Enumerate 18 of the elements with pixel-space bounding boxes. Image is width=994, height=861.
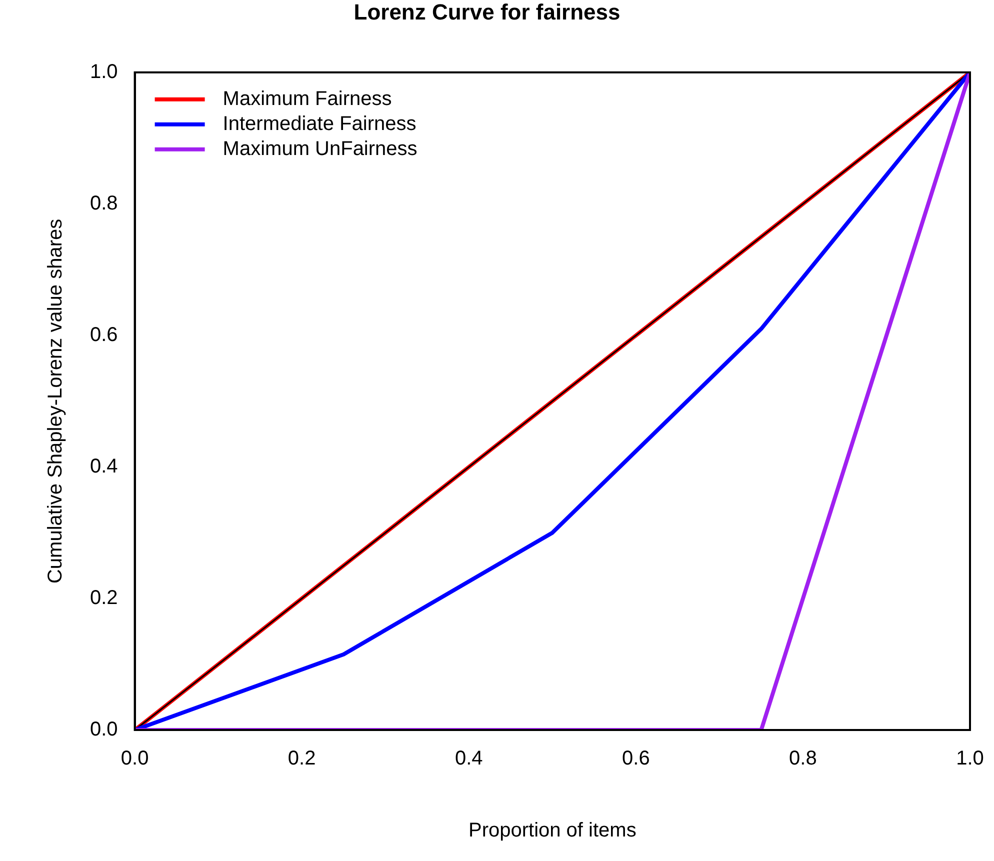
y-tick-label: 0.6 — [90, 324, 118, 346]
y-tick-label: 1.0 — [90, 60, 118, 83]
y-tick-label: 0.8 — [90, 192, 118, 214]
x-tick-label: 1.0 — [956, 748, 984, 770]
x-tick-label: 0.4 — [454, 748, 483, 770]
y-tick-label: 0.0 — [90, 718, 118, 741]
legend-label: Maximum Fairness — [222, 88, 392, 110]
y-tick-label: 0.4 — [90, 455, 118, 478]
x-axis-title: Proportion of items — [468, 820, 636, 842]
legend-label: Maximum UnFairness — [222, 138, 418, 160]
chart-title: Lorenz Curve for fairness — [354, 0, 620, 24]
legend-label: Intermediate Fairness — [222, 112, 416, 135]
x-tick-label: 0.2 — [288, 748, 316, 770]
x-tick-label: 0.6 — [622, 748, 650, 770]
x-tick-label: 0.8 — [789, 748, 817, 770]
y-tick-label: 0.2 — [90, 586, 118, 609]
y-axis-title: Cumulative Shapley-Lorenz value shares — [44, 218, 67, 584]
x-tick-label: 0.0 — [120, 748, 149, 770]
